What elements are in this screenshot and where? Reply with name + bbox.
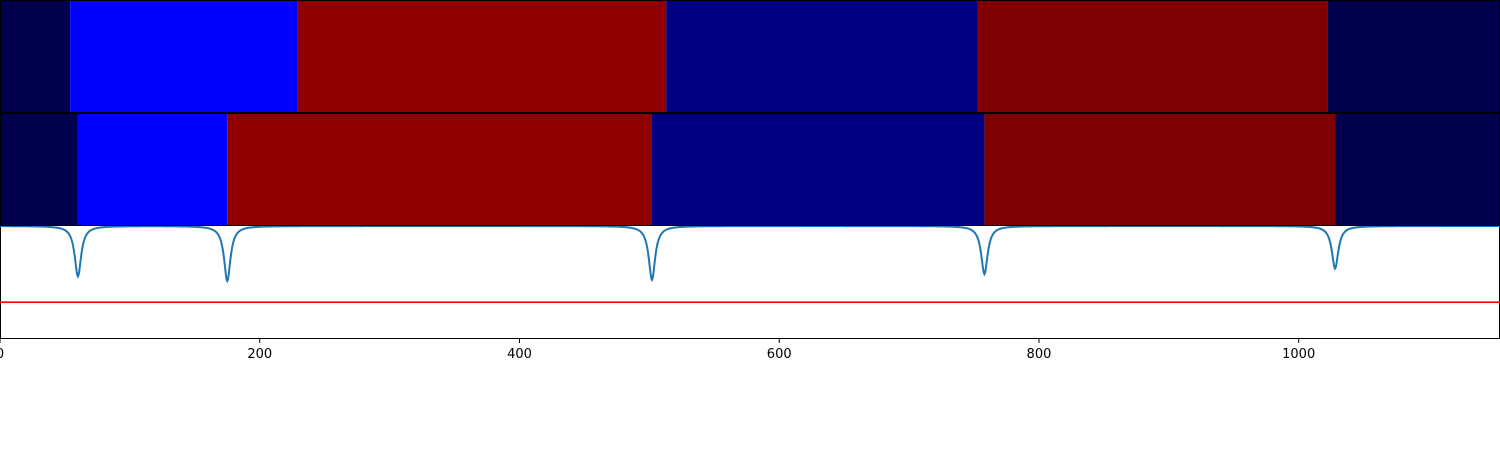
- x-tick-label: 800: [1027, 347, 1052, 362]
- ground-truth-segment-5: [1327, 1, 1500, 112]
- predicted-track: [0, 113, 1500, 226]
- line-panel-frame: [0, 225, 1500, 339]
- predicted-segment-2: [227, 114, 652, 225]
- x-tick-label: 200: [247, 347, 272, 362]
- x-tick-label: 400: [507, 347, 532, 362]
- ground-truth-segment-2: [297, 1, 667, 112]
- confidence-series-line: [0, 226, 1500, 284]
- x-axis: 0 200 400 600 800 1000: [0, 338, 1315, 362]
- ground-truth-track: [0, 0, 1500, 113]
- line-panel: [0, 225, 1500, 339]
- ground-truth-segment-3: [666, 1, 978, 112]
- predicted-segment-3: [651, 114, 985, 225]
- predicted-segment-0: [0, 114, 78, 225]
- x-tick-label: 600: [767, 347, 792, 362]
- x-tick-label: 0: [0, 347, 4, 362]
- ground-truth-segment-4: [977, 1, 1328, 112]
- ground-truth-segment-0: [0, 1, 71, 112]
- ground-truth-segment-1: [70, 1, 298, 112]
- x-tick-label: 1000: [1282, 347, 1315, 362]
- predicted-segment-4: [984, 114, 1336, 225]
- predicted-segment-1: [77, 114, 228, 225]
- predicted-segment-5: [1335, 114, 1500, 225]
